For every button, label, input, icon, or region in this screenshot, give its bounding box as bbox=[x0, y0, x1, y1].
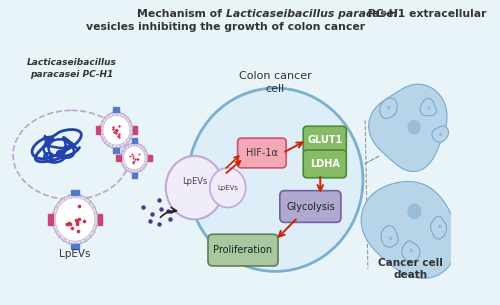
Circle shape bbox=[100, 112, 132, 148]
Polygon shape bbox=[132, 138, 136, 143]
Polygon shape bbox=[381, 226, 398, 247]
Circle shape bbox=[439, 133, 442, 136]
Circle shape bbox=[52, 195, 98, 244]
Polygon shape bbox=[420, 99, 436, 116]
FancyBboxPatch shape bbox=[208, 234, 278, 266]
Polygon shape bbox=[432, 126, 448, 142]
Text: Lacticaseibacillus
paracasei PC-H1: Lacticaseibacillus paracasei PC-H1 bbox=[26, 58, 117, 79]
Polygon shape bbox=[132, 173, 136, 178]
FancyBboxPatch shape bbox=[303, 126, 346, 154]
Polygon shape bbox=[70, 190, 80, 195]
Circle shape bbox=[438, 224, 442, 228]
Text: GLUT1: GLUT1 bbox=[307, 135, 342, 145]
Polygon shape bbox=[361, 181, 457, 278]
Text: Glycolysis: Glycolysis bbox=[286, 202, 335, 211]
FancyBboxPatch shape bbox=[238, 138, 286, 168]
Text: Colon cancer
cell: Colon cancer cell bbox=[239, 71, 312, 94]
Polygon shape bbox=[380, 98, 398, 118]
Ellipse shape bbox=[188, 88, 363, 271]
Polygon shape bbox=[98, 214, 102, 225]
Circle shape bbox=[387, 106, 390, 109]
Text: LpEVs: LpEVs bbox=[182, 177, 207, 186]
Text: LDHA: LDHA bbox=[310, 159, 340, 169]
Text: Cancer cell
death: Cancer cell death bbox=[378, 258, 442, 280]
Polygon shape bbox=[148, 155, 152, 161]
Polygon shape bbox=[132, 127, 137, 134]
Circle shape bbox=[56, 198, 95, 241]
Circle shape bbox=[428, 106, 430, 109]
Polygon shape bbox=[114, 107, 119, 112]
Text: PC-H1 extracellular: PC-H1 extracellular bbox=[364, 9, 487, 19]
Circle shape bbox=[124, 146, 145, 170]
Circle shape bbox=[408, 120, 421, 135]
Text: LpEVs: LpEVs bbox=[60, 249, 91, 259]
Polygon shape bbox=[70, 244, 80, 249]
Circle shape bbox=[121, 143, 148, 173]
FancyBboxPatch shape bbox=[280, 191, 341, 222]
FancyBboxPatch shape bbox=[303, 150, 346, 178]
Text: Lacticaseibacillus paracasei: Lacticaseibacillus paracasei bbox=[226, 9, 398, 19]
Circle shape bbox=[166, 156, 224, 219]
Text: LpEVs: LpEVs bbox=[217, 185, 238, 191]
Text: vesicles inhibiting the growth of colon cancer: vesicles inhibiting the growth of colon … bbox=[86, 22, 366, 32]
Text: HIF-1α: HIF-1α bbox=[246, 148, 278, 158]
Polygon shape bbox=[368, 84, 447, 171]
Polygon shape bbox=[96, 127, 100, 134]
Polygon shape bbox=[116, 155, 121, 161]
Polygon shape bbox=[402, 241, 420, 261]
Circle shape bbox=[407, 203, 422, 219]
Circle shape bbox=[103, 115, 130, 145]
Text: Mechanism of: Mechanism of bbox=[137, 9, 226, 19]
Circle shape bbox=[210, 168, 246, 207]
Circle shape bbox=[410, 248, 413, 252]
Polygon shape bbox=[114, 148, 119, 153]
Text: Proliferation: Proliferation bbox=[214, 245, 272, 255]
Polygon shape bbox=[48, 214, 52, 225]
Circle shape bbox=[388, 236, 392, 240]
Polygon shape bbox=[430, 216, 446, 239]
